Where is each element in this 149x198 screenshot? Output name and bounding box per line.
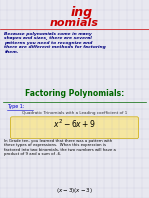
Text: nomials: nomials <box>50 18 99 28</box>
Text: In Grade ten, you learned that there was a pattern with
these types of expressio: In Grade ten, you learned that there was… <box>4 139 116 156</box>
Text: Factoring Polynomials:: Factoring Polynomials: <box>25 89 124 98</box>
Text: Because polynomials come in many
shapes and sizes, there are several
patterns yo: Because polynomials come in many shapes … <box>4 32 106 54</box>
Text: $(x-3)(x-3)$: $(x-3)(x-3)$ <box>56 186 93 195</box>
Text: Type 1:: Type 1: <box>7 104 25 109</box>
FancyBboxPatch shape <box>10 117 139 139</box>
Text: $x^2 - 6x + 9$: $x^2 - 6x + 9$ <box>53 118 96 130</box>
Text: ing: ing <box>71 6 93 19</box>
Text: Quadratic Trinomials with a Leading coefficient of 1: Quadratic Trinomials with a Leading coef… <box>22 111 127 115</box>
